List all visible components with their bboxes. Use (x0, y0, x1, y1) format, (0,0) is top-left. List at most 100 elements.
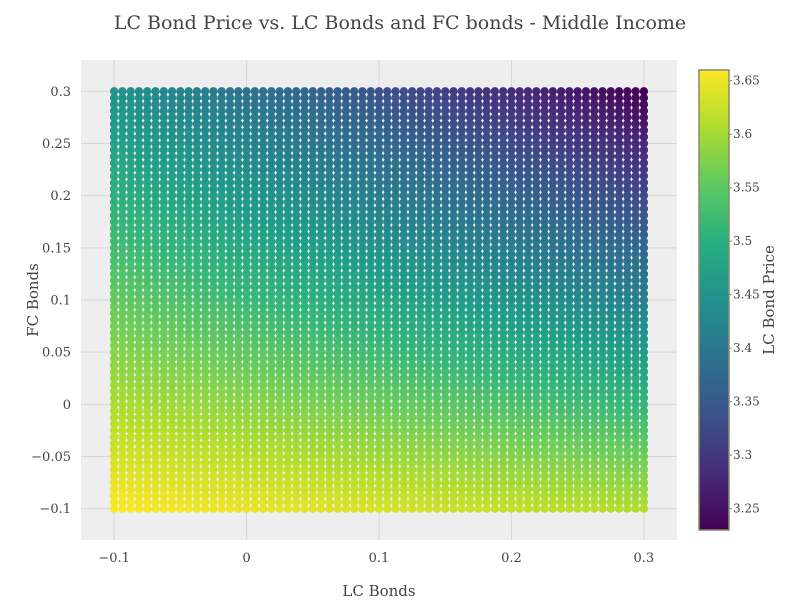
data-point (358, 426, 367, 435)
data-point (598, 484, 607, 494)
data-point (234, 400, 243, 409)
data-point (565, 354, 574, 363)
data-point (606, 295, 615, 305)
data-point (300, 295, 309, 305)
data-point (383, 282, 392, 292)
data-point (565, 367, 574, 376)
data-point (134, 380, 144, 389)
data-point (349, 491, 359, 500)
data-point (565, 452, 574, 461)
data-point (490, 458, 500, 468)
data-point (167, 465, 177, 474)
data-point (267, 432, 276, 442)
data-point (209, 289, 218, 298)
data-point (349, 504, 359, 513)
data-point (424, 308, 433, 318)
data-point (424, 400, 433, 409)
data-point (275, 484, 284, 494)
data-point (548, 484, 558, 494)
data-point (151, 419, 160, 429)
data-point (465, 367, 475, 376)
data-point (606, 328, 615, 337)
data-point (441, 504, 450, 513)
data-point (639, 289, 649, 298)
data-point (217, 354, 226, 363)
data-point (300, 321, 309, 331)
data-point (565, 380, 574, 389)
data-point (167, 315, 177, 324)
data-point (151, 295, 160, 305)
data-point (292, 465, 301, 474)
data-point (548, 497, 558, 507)
data-point (167, 289, 177, 298)
data-point (507, 308, 516, 318)
data-point (581, 504, 591, 513)
data-point (556, 413, 566, 422)
data-point (192, 478, 202, 487)
data-point (358, 484, 367, 494)
data-point (424, 491, 433, 500)
data-point (192, 426, 202, 435)
data-point (498, 289, 508, 298)
data-point (167, 458, 177, 468)
data-point (258, 478, 268, 487)
data-point (606, 504, 615, 513)
data-point (598, 315, 607, 324)
data-point (267, 276, 276, 285)
data-point (143, 491, 152, 500)
data-point (465, 276, 475, 285)
data-point (209, 439, 218, 448)
data-point (275, 478, 284, 487)
data-point (109, 484, 119, 494)
data-point (192, 367, 202, 376)
data-point (540, 282, 549, 292)
data-point (391, 282, 400, 292)
data-point (623, 432, 632, 442)
data-point (292, 374, 301, 383)
data-point (200, 361, 210, 370)
data-point (333, 452, 342, 461)
data-point (515, 302, 524, 311)
data-point (366, 374, 375, 383)
data-point (515, 282, 524, 292)
data-point (292, 497, 301, 507)
data-point (407, 334, 417, 344)
data-point (217, 465, 226, 474)
data-point (573, 406, 582, 416)
data-point (482, 321, 491, 331)
data-point (407, 282, 417, 292)
data-point (126, 374, 135, 383)
data-point (109, 413, 119, 422)
data-point (623, 341, 632, 350)
data-point (217, 87, 226, 96)
data-point (498, 282, 508, 292)
data-point (234, 276, 243, 285)
data-point (151, 308, 160, 318)
data-point (441, 426, 450, 435)
data-point (606, 393, 615, 403)
data-point (490, 406, 500, 416)
data-point (573, 276, 582, 285)
data-point (225, 491, 235, 500)
data-point (391, 361, 400, 370)
data-point (590, 380, 599, 389)
data-point (598, 406, 607, 416)
data-point (250, 426, 260, 435)
data-point (399, 308, 409, 318)
data-point (424, 354, 433, 363)
data-point (614, 426, 624, 435)
data-point (126, 497, 135, 507)
data-point (556, 328, 566, 337)
data-point (457, 426, 466, 435)
data-point (292, 315, 301, 324)
data-point (325, 308, 334, 318)
data-point (416, 484, 425, 494)
data-point (341, 302, 351, 311)
data-point (167, 497, 177, 507)
data-point (490, 432, 500, 442)
data-point (366, 295, 375, 305)
data-point (383, 347, 392, 357)
data-point (573, 295, 582, 305)
data-point (548, 295, 558, 305)
data-point (532, 302, 541, 311)
